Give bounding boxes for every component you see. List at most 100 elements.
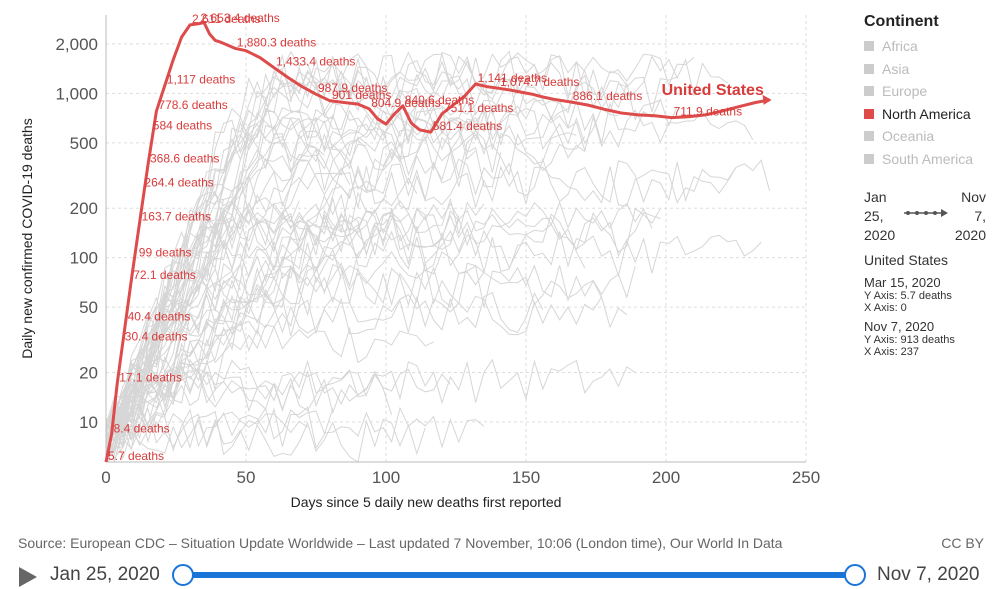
- y-axis-title: Daily new confirmed COVID-19 deaths: [19, 118, 35, 358]
- legend-swatch: [864, 153, 874, 164]
- annotations: 5.7 deaths 8.4 deaths 17.1 deaths 30.4 deat…: [108, 11, 742, 463]
- legend-item-south-america[interactable]: South America: [864, 148, 994, 171]
- background-country-line: [105, 295, 628, 440]
- data-label: 8.4 deaths: [114, 421, 170, 435]
- background-country-line: [105, 72, 678, 426]
- data-label: 840.6 deaths: [405, 93, 474, 107]
- highlighted-series[interactable]: United States: [104, 21, 772, 463]
- x-tick-label: 50: [237, 468, 256, 487]
- legend-item-africa[interactable]: Africa: [864, 35, 994, 58]
- data-label: 72.1 deaths: [133, 268, 196, 282]
- play-button[interactable]: [19, 567, 37, 587]
- data-label: 17.1 deaths: [119, 371, 182, 385]
- legend-title: Continent: [864, 13, 939, 30]
- background-country-line: [105, 116, 476, 432]
- timeline-start-label: Jan 25, 2020: [50, 564, 160, 585]
- data-label: 584 deaths: [153, 119, 212, 133]
- timeline-slider-track[interactable]: [183, 572, 855, 578]
- legend: Continent Africa Asia Europe North America O…: [864, 13, 994, 170]
- time-range-end: Nov 7, 2020: [954, 189, 986, 243]
- legend-item-asia[interactable]: Asia: [864, 58, 994, 81]
- legend-item-europe[interactable]: Europe: [864, 80, 994, 103]
- tooltip-x-value: X Axis: 237: [864, 346, 920, 358]
- data-label: 368.6 deaths: [150, 152, 219, 166]
- background-country-line: [105, 262, 636, 463]
- x-tick-label: 200: [652, 468, 680, 487]
- data-label: 2,653.4 deaths: [200, 11, 279, 25]
- data-label: 5.7 deaths: [108, 449, 164, 463]
- background-country-line: [105, 219, 233, 449]
- x-tick-label: 150: [512, 468, 540, 487]
- tooltip-date: Mar 15, 2020: [864, 275, 941, 290]
- time-range: Jan 25, 2020 Nov 7, 2020: [864, 188, 994, 243]
- legend-swatch: [864, 131, 874, 142]
- y-tick-label: 20: [79, 363, 98, 382]
- data-label: 163.7 deaths: [142, 209, 211, 223]
- data-label: 264.4 deaths: [144, 175, 213, 189]
- y-tick-label: 10: [79, 413, 98, 432]
- background-country-line: [105, 197, 485, 435]
- time-range-start: Jan 25, 2020: [864, 189, 896, 243]
- timeline-end-label: Nov 7, 2020: [877, 564, 980, 585]
- united-states-line[interactable]: [104, 21, 770, 463]
- x-tick-label: 250: [792, 468, 820, 487]
- legend-label: Europe: [882, 83, 928, 100]
- background-country-line: [105, 53, 628, 436]
- data-label: 581.4 deaths: [433, 119, 502, 133]
- license-link[interactable]: CC BY: [941, 535, 984, 551]
- y-tick-label: 50: [79, 298, 98, 317]
- y-tick-label: 500: [70, 134, 98, 153]
- timeline-end-handle[interactable]: [844, 564, 866, 586]
- tooltip-date: Nov 7, 2020: [864, 319, 935, 334]
- background-country-line: [105, 130, 577, 451]
- data-label: 1,141 deaths: [478, 71, 547, 85]
- tooltip-title: United States: [864, 252, 949, 268]
- timeline-start-handle[interactable]: [172, 564, 194, 586]
- data-label: 1,880.3 deaths: [237, 35, 316, 49]
- background-country-line: [105, 108, 754, 421]
- background-country-line: [105, 291, 544, 441]
- data-label: 2,611 deaths: [192, 12, 261, 26]
- x-axis-title: Days since 5 daily new deaths first repo…: [291, 494, 562, 510]
- background-country-line: [105, 358, 636, 463]
- legend-swatch: [864, 41, 874, 52]
- legend-item-north-america[interactable]: North America: [864, 103, 994, 126]
- source-text: Source: European CDC – Situation Update …: [18, 535, 783, 551]
- background-country-line: [105, 55, 728, 430]
- background-country-line: [105, 107, 619, 463]
- y-tick-label: 200: [70, 199, 98, 218]
- data-label: 40.4 deaths: [128, 309, 191, 323]
- data-label: 778.6 deaths: [158, 98, 227, 112]
- data-label: 711.9 deaths: [674, 105, 743, 119]
- y-tick-label: 100: [70, 249, 98, 268]
- data-label: 99 deaths: [139, 245, 192, 259]
- background-country-line: [105, 245, 367, 447]
- legend-label: Oceania: [882, 128, 935, 145]
- data-label: 751.1 deaths: [444, 101, 513, 115]
- tooltip-y-value: Y Axis: 5.7 deaths: [864, 290, 952, 302]
- data-label: 1,433.4 deaths: [276, 55, 355, 69]
- background-country-line: [105, 410, 308, 456]
- legend-swatch: [864, 86, 874, 97]
- background-country-line: [105, 370, 393, 430]
- x-tick-label: 100: [372, 468, 400, 487]
- legend-swatch: [864, 63, 874, 74]
- background-country-line: [105, 418, 426, 463]
- legend-item-oceania[interactable]: Oceania: [864, 125, 994, 148]
- data-label: 1,074.7 deaths: [500, 75, 579, 89]
- tooltip-y-value: Y Axis: 913 deaths: [864, 334, 955, 346]
- background-country-line: [105, 294, 241, 461]
- tooltip-x-value: X Axis: 0: [864, 302, 907, 314]
- legend-label: Asia: [882, 60, 910, 77]
- background-country-line: [105, 406, 485, 449]
- legend-label: South America: [882, 150, 974, 167]
- data-label: 901 deaths: [332, 88, 391, 102]
- tooltip-point-end: Nov 7, 2020 Y Axis: 913 deaths X Axis: 2…: [864, 319, 994, 359]
- data-label: 30.4 deaths: [125, 330, 188, 344]
- y-tick-label: 1,000: [55, 84, 98, 103]
- legend-label: North America: [882, 105, 971, 122]
- data-label: 886.1 deaths: [573, 89, 642, 103]
- background-series: [105, 50, 771, 463]
- background-country-line: [105, 230, 762, 432]
